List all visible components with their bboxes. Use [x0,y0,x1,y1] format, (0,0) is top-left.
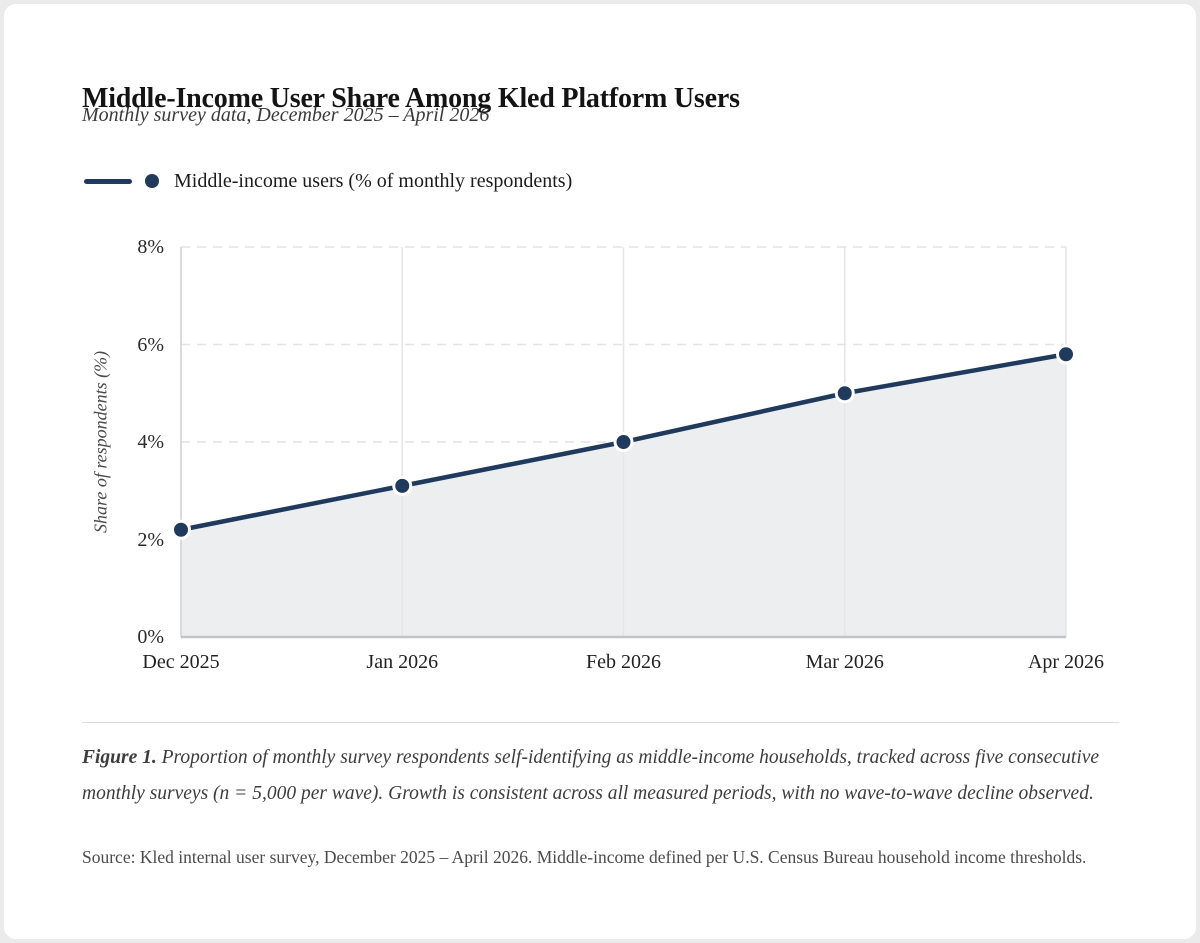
y-tick-label: 8% [137,236,164,258]
figure-caption-label: Figure 1. [82,747,157,768]
legend: Middle-income users (% of monthly respon… [84,168,572,194]
figure-caption: Figure 1. Proportion of monthly survey r… [82,740,1122,812]
data-point-marker [834,383,855,404]
y-tick-label: 6% [137,333,164,356]
chart-subtitle: Monthly survey data, December 2025 – Apr… [82,104,490,126]
data-point-marker [392,475,413,496]
y-tick-label: 4% [137,431,164,453]
caption-divider [82,722,1119,723]
data-point-marker [1056,344,1076,365]
legend-line-swatch [84,178,132,184]
data-point-marker [613,432,634,452]
legend-dot-swatch [145,174,159,188]
y-tick-label: 0% [137,626,164,648]
x-tick-label: Feb 2026 [586,651,661,673]
legend-label: Middle-income users (% of monthly respon… [174,169,573,192]
x-tick-label: Jan 2026 [366,651,439,673]
figure-caption-text: Proportion of monthly survey respondents… [82,747,1100,805]
x-tick-label: Apr 2026 [1027,651,1105,673]
x-tick-label: Dec 2025 [142,651,220,673]
source-note: Source: Kled internal user survey, Decem… [82,847,1087,867]
x-tick-label: Mar 2026 [805,651,884,673]
chart-title: Middle-Income User Share Among Kled Plat… [82,82,740,114]
y-tick-label: 2% [137,528,164,551]
line-chart-plot [171,246,1076,639]
data-point-marker [171,519,191,540]
